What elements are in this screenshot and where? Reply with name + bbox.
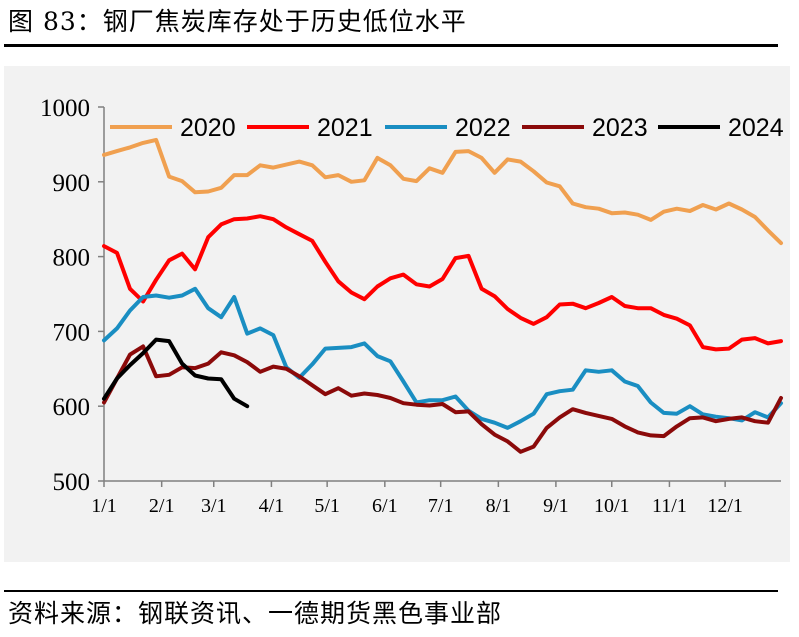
y-tick-label: 1000	[40, 95, 90, 122]
x-tick-label: 8/1	[486, 495, 512, 517]
series-layer	[102, 137, 783, 454]
x-tick-label: 12/1	[707, 495, 743, 517]
x-tick-label: 10/1	[594, 495, 630, 517]
y-tick-label: 800	[53, 245, 91, 272]
x-tick-label: 5/1	[314, 495, 340, 517]
series-line-2020	[102, 137, 783, 246]
series-line-2022	[102, 286, 783, 430]
series-line-2024	[102, 337, 250, 409]
x-tick-label: 2/1	[149, 495, 175, 517]
x-tick-label: 11/1	[652, 495, 687, 517]
x-tick-label: 3/1	[201, 495, 227, 517]
title-rule	[4, 44, 778, 47]
figure-title: 图 83：钢厂焦炭库存处于历史低位水平	[8, 7, 467, 36]
y-tick-label: 700	[53, 319, 91, 346]
y-tick-label: 900	[53, 170, 91, 197]
legend: 2020 2021 2022 2023 2024	[110, 114, 784, 142]
legend-label-2023: 2023	[592, 114, 648, 142]
x-tick-label: 6/1	[372, 495, 398, 517]
legend-label-2022: 2022	[455, 114, 511, 142]
y-tick-label: 500	[53, 469, 91, 496]
axes-layer: 500 600 700 800 900 1000 1/1 2/1 3/1 4/1 5/1 6/1 7/1…	[40, 95, 781, 517]
x-tick-label: 9/1	[543, 495, 569, 517]
series-line-2023	[102, 344, 783, 454]
legend-label-2024: 2024	[728, 114, 784, 142]
y-tick-label: 600	[53, 394, 91, 421]
x-tick-label: 7/1	[428, 495, 454, 517]
legend-label-2021: 2021	[317, 114, 373, 142]
x-tick-label: 1/1	[91, 495, 117, 517]
legend-label-2020: 2020	[180, 114, 236, 142]
series-line-2021	[102, 214, 783, 352]
source-rule	[4, 590, 778, 592]
source-note: 资料来源：钢联资讯、一德期货黑色事业部	[8, 599, 503, 628]
x-tick-label: 4/1	[259, 495, 285, 517]
